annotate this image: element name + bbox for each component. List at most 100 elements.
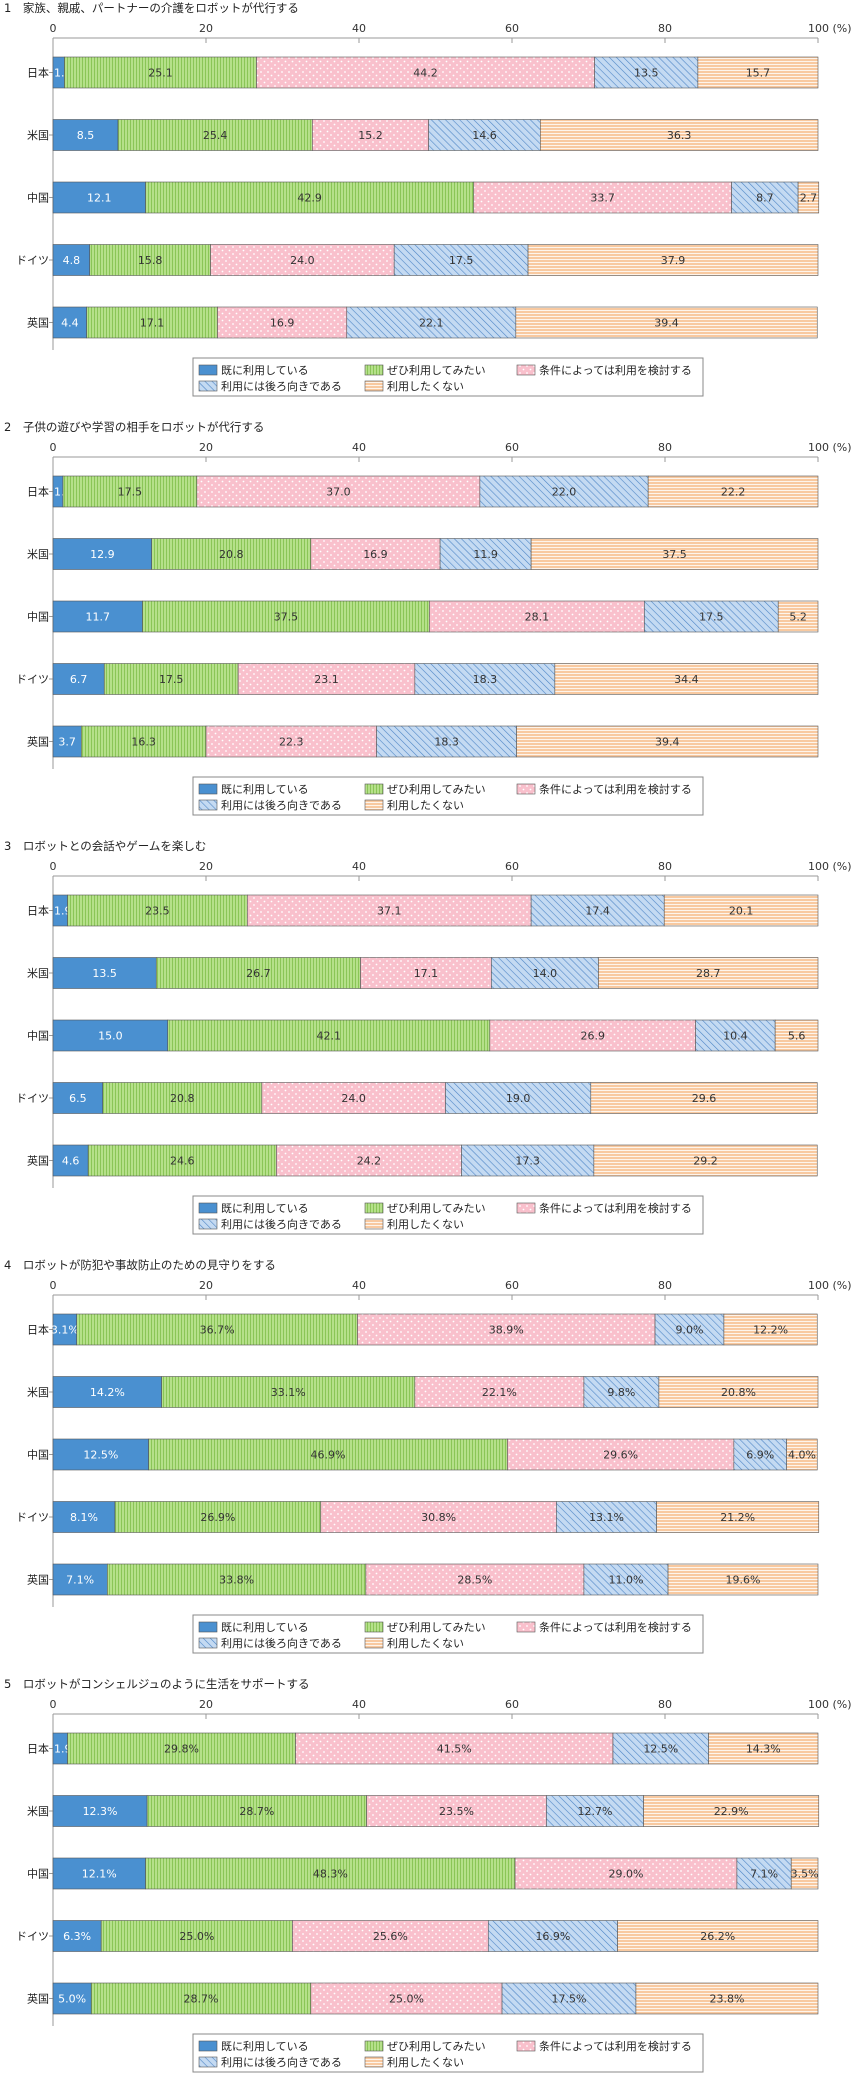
data-label: 25.0% bbox=[389, 1993, 424, 2006]
bar-segment bbox=[320, 1501, 557, 1533]
legend-frame bbox=[192, 1195, 704, 1235]
legend-swatch bbox=[364, 1637, 384, 1649]
data-label: 15.7 bbox=[746, 67, 771, 80]
bar-segment bbox=[102, 1082, 263, 1114]
tick-label: 40 bbox=[352, 1698, 366, 1711]
bar-segment bbox=[736, 1857, 792, 1890]
bar-segment bbox=[52, 1082, 104, 1114]
bar-segment bbox=[145, 181, 475, 214]
data-label: 17.5% bbox=[552, 1993, 587, 2006]
data-label: 33.7 bbox=[590, 192, 615, 205]
data-label: 16.9 bbox=[270, 317, 295, 330]
legend: 既に利用している ぜひ利用してみたい 条件によっては利用を検討する利用には後ろ向きで… bbox=[192, 357, 704, 397]
bar-segment bbox=[501, 1982, 637, 2015]
bar-segment bbox=[731, 181, 799, 214]
bar-segment bbox=[151, 538, 312, 570]
data-label: 15.0 bbox=[98, 1030, 123, 1043]
bar-segment bbox=[89, 244, 211, 276]
legend-swatch bbox=[198, 783, 218, 795]
category-label: 米国 bbox=[27, 1805, 49, 1818]
category-label: 米国 bbox=[27, 967, 49, 980]
bar-segment bbox=[310, 538, 441, 570]
data-label: 3.1% bbox=[51, 1324, 79, 1337]
bar-segment bbox=[100, 1920, 293, 1952]
bar-segment bbox=[554, 663, 819, 695]
data-label: 8.5 bbox=[77, 129, 95, 142]
data-label: 22.2 bbox=[721, 486, 746, 499]
data-label: 37.5 bbox=[274, 611, 299, 624]
data-label: 14.6 bbox=[472, 129, 497, 142]
legend-swatch bbox=[364, 1202, 384, 1214]
legend-swatch bbox=[364, 364, 384, 376]
data-label: 36.3 bbox=[667, 129, 692, 142]
data-label: 12.1% bbox=[82, 1868, 117, 1881]
legend-label: ぜひ利用してみたい bbox=[387, 1202, 486, 1215]
category-label: 英国 bbox=[27, 1573, 49, 1587]
tick-label: 0 bbox=[50, 1279, 57, 1292]
bar-segment bbox=[429, 600, 645, 633]
bar-segment bbox=[556, 1501, 657, 1533]
data-label: 12.5% bbox=[643, 1743, 678, 1756]
legend: 既に利用している ぜひ利用してみたい 条件によっては利用を検討する利用には後ろ向きで… bbox=[192, 2033, 704, 2073]
bar-segment bbox=[145, 1857, 516, 1890]
data-label: 6.3% bbox=[63, 1930, 91, 1943]
legend-swatch bbox=[198, 799, 218, 811]
tick-label: 20 bbox=[199, 22, 213, 35]
tick-label: 0 bbox=[50, 441, 57, 454]
bar-segment bbox=[52, 538, 152, 570]
legend-label: 利用したくない bbox=[387, 1218, 464, 1231]
category-label: ドイツ bbox=[16, 1930, 49, 1943]
legend-swatch bbox=[198, 2040, 218, 2052]
bar-segment bbox=[360, 957, 492, 989]
bar-segment bbox=[52, 244, 91, 276]
data-label: 20.8% bbox=[721, 1386, 756, 1399]
tick-label: 60 bbox=[505, 441, 519, 454]
bar-segment bbox=[667, 1563, 819, 1596]
bar-segment bbox=[774, 1019, 819, 1052]
data-label: 28.1 bbox=[525, 611, 550, 624]
bar-segment bbox=[247, 894, 532, 927]
legend-label: 条件によっては利用を検討する bbox=[539, 1201, 692, 1215]
data-label: 17.3 bbox=[515, 1155, 540, 1168]
bar-segment bbox=[414, 1376, 585, 1408]
bar-segment bbox=[52, 1376, 162, 1408]
chart-panel-4: 4 ロボットが防犯や事故防止のための見守りをする 0 20 40 60 80 100 (%)… bbox=[4, 1258, 852, 1654]
bar-segment bbox=[530, 894, 665, 927]
bar-segment bbox=[797, 181, 820, 214]
data-label: 4.0% bbox=[788, 1449, 816, 1462]
tick-label: 20 bbox=[199, 1698, 213, 1711]
data-label: 12.2% bbox=[753, 1324, 788, 1337]
legend-swatch bbox=[364, 1621, 384, 1633]
bar-segment bbox=[654, 1313, 725, 1346]
bar-segment bbox=[790, 1857, 819, 1890]
legend-label: 既に利用している bbox=[221, 783, 309, 796]
legend-label: 利用したくない bbox=[387, 799, 464, 812]
bar-segment bbox=[52, 1920, 102, 1952]
bar-segment bbox=[708, 1732, 819, 1765]
data-label: 15.2 bbox=[358, 129, 383, 142]
tick-label: 100 (%) bbox=[808, 1698, 852, 1711]
tick-label: 0 bbox=[50, 1698, 57, 1711]
tick-label: 20 bbox=[199, 860, 213, 873]
legend-label: 利用には後ろ向きである bbox=[221, 1636, 342, 1650]
data-label: 22.9% bbox=[714, 1805, 749, 1818]
data-label: 5.6 bbox=[788, 1030, 806, 1043]
chart-title: 2 子供の遊びや学習の相手をロボットが代行する bbox=[4, 420, 264, 434]
data-label: 30.8% bbox=[421, 1511, 456, 1524]
bar-segment bbox=[142, 600, 430, 633]
data-label: 16.9% bbox=[535, 1930, 570, 1943]
data-label: 8.7 bbox=[756, 192, 774, 205]
data-label: 9.0% bbox=[676, 1324, 704, 1337]
bar-segment bbox=[52, 1019, 169, 1052]
legend-label: ぜひ利用してみたい bbox=[387, 1621, 486, 1634]
legend-swatch bbox=[198, 1637, 218, 1649]
tick-label: 60 bbox=[505, 860, 519, 873]
bar-segment bbox=[366, 1795, 547, 1827]
bar-segment bbox=[593, 1144, 818, 1177]
data-label: 26.9% bbox=[200, 1511, 235, 1524]
category-label: ドイツ bbox=[16, 1092, 49, 1105]
data-label: 42.9 bbox=[297, 192, 322, 205]
data-label: 29.8% bbox=[164, 1743, 199, 1756]
legend-label: 利用したくない bbox=[387, 2056, 464, 2069]
legend-label: 利用には後ろ向きである bbox=[221, 379, 342, 393]
